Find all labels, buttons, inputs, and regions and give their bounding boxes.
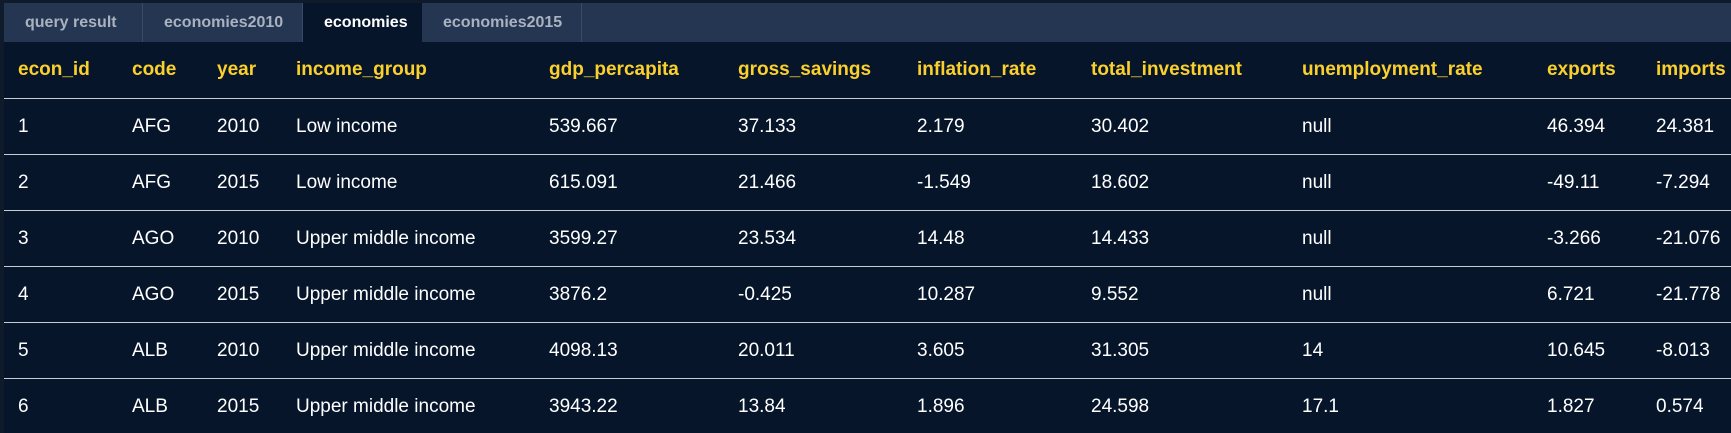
table-cell: 31.305 (1077, 322, 1288, 379)
table-cell: 10.645 (1533, 322, 1642, 379)
table-cell: ALB (132, 395, 168, 417)
header-row: econ_id code year income_group gdp_perca… (4, 42, 1731, 99)
table-cell: 14 (1288, 322, 1533, 379)
tab-economies[interactable]: economies (303, 3, 422, 42)
table-cell: 17.1 (1302, 395, 1339, 417)
table-cell: 21.466 (724, 154, 903, 211)
table-cell: 539.667 (535, 98, 724, 155)
table-cell: 2015 (203, 266, 282, 323)
table-cell: 14.433 (1077, 210, 1288, 267)
table-row: 3 AGO 2010 Upper middle income 3599.27 2… (4, 210, 1731, 267)
column-header-inflation-rate[interactable]: inflation_rate (903, 42, 1077, 99)
table-cell: 1.896 (917, 395, 965, 417)
table-cell: 30.402 (1077, 98, 1288, 155)
table-cell: Upper middle income (282, 210, 535, 267)
table-cell: -7.294 (1642, 154, 1731, 211)
table-cell: AGO (118, 210, 203, 267)
table-cell: -8.013 (1642, 322, 1731, 379)
table-cell: ALB (118, 322, 203, 379)
table-cell: -3.266 (1533, 210, 1642, 267)
table-cell: 1.827 (1547, 395, 1595, 417)
table-row: 2 AFG 2015 Low income 615.091 21.466 -1.… (4, 154, 1731, 211)
table-cell: 3599.27 (535, 210, 724, 267)
table-cell: 2015 (217, 395, 260, 417)
column-header-exports[interactable]: exports (1533, 42, 1642, 99)
column-header-total-investment[interactable]: total_investment (1077, 42, 1288, 99)
column-header-gross-savings[interactable]: gross_savings (724, 42, 903, 99)
table-cell: 0.574 (1656, 395, 1704, 417)
table-cell: Upper middle income (282, 266, 535, 323)
tab-bar: query result economies2010 economies eco… (4, 3, 1731, 42)
column-header-year[interactable]: year (203, 42, 282, 99)
table-cell: 3943.22 (549, 395, 618, 417)
table-cell: Upper middle income (282, 322, 535, 379)
column-header-unemployment-rate[interactable]: unemployment_rate (1288, 42, 1533, 99)
table-cell: 4098.13 (535, 322, 724, 379)
table-cell: -21.076 (1642, 210, 1731, 267)
column-header-imports[interactable]: imports (1642, 42, 1731, 99)
table-cell: null (1288, 98, 1533, 155)
table-cell: 6 (18, 395, 29, 417)
table-cell: 4 (4, 266, 118, 323)
table-cell: 2015 (203, 154, 282, 211)
table-cell: 46.394 (1533, 98, 1642, 155)
table-row: 6 ALB 2015 Upper middle income 3943.22 1… (4, 379, 1731, 433)
table-cell: 1 (4, 98, 118, 155)
table-cell: 37.133 (724, 98, 903, 155)
column-header-econ-id[interactable]: econ_id (4, 42, 118, 99)
table-cell: 3876.2 (535, 266, 724, 323)
table-cell: Low income (282, 154, 535, 211)
table-cell: 13.84 (738, 395, 786, 417)
tab-economies2015[interactable]: economies2015 (422, 3, 582, 42)
column-header-code[interactable]: code (118, 42, 203, 99)
table-cell: null (1288, 154, 1533, 211)
table-cell: 3.605 (903, 322, 1077, 379)
table-cell: 5 (4, 322, 118, 379)
table-cell: 14.48 (903, 210, 1077, 267)
table-cell: 9.552 (1077, 266, 1288, 323)
table-cell: 2010 (203, 98, 282, 155)
tab-economies2010[interactable]: economies2010 (143, 3, 303, 42)
table-cell: 2 (4, 154, 118, 211)
table-cell: Low income (282, 98, 535, 155)
table-cell: 20.011 (724, 322, 903, 379)
column-header-income-group[interactable]: income_group (282, 42, 535, 99)
tab-query-result[interactable]: query result (4, 3, 143, 42)
table-cell: AFG (118, 98, 203, 155)
table-row: 1 AFG 2010 Low income 539.667 37.133 2.1… (4, 98, 1731, 155)
table-cell: -49.11 (1533, 154, 1642, 211)
table-cell: 23.534 (724, 210, 903, 267)
table-cell: null (1288, 266, 1533, 323)
table-row: 4 AGO 2015 Upper middle income 3876.2 -0… (4, 266, 1731, 323)
table-cell: 24.598 (1091, 395, 1150, 417)
table-cell: null (1288, 210, 1533, 267)
table-cell: -0.425 (724, 266, 903, 323)
results-table: econ_id code year income_group gdp_perca… (4, 42, 1731, 433)
table-cell: -21.778 (1642, 266, 1731, 323)
table-cell: AFG (118, 154, 203, 211)
column-header-gdp-percapita[interactable]: gdp_percapita (535, 42, 724, 99)
table-cell: 615.091 (535, 154, 724, 211)
table-cell: AGO (118, 266, 203, 323)
table-cell: 2010 (203, 322, 282, 379)
table-cell: 24.381 (1642, 98, 1731, 155)
table-cell: 2.179 (903, 98, 1077, 155)
table-cell: -1.549 (903, 154, 1077, 211)
table-cell: Upper middle income (296, 395, 476, 417)
table-cell: 6.721 (1533, 266, 1642, 323)
table-cell: 2010 (203, 210, 282, 267)
query-panel: query result economies2010 economies eco… (4, 3, 1731, 433)
table-cell: 18.602 (1077, 154, 1288, 211)
table-cell: 10.287 (903, 266, 1077, 323)
table-row: 5 ALB 2010 Upper middle income 4098.13 2… (4, 322, 1731, 379)
table-cell: 3 (4, 210, 118, 267)
